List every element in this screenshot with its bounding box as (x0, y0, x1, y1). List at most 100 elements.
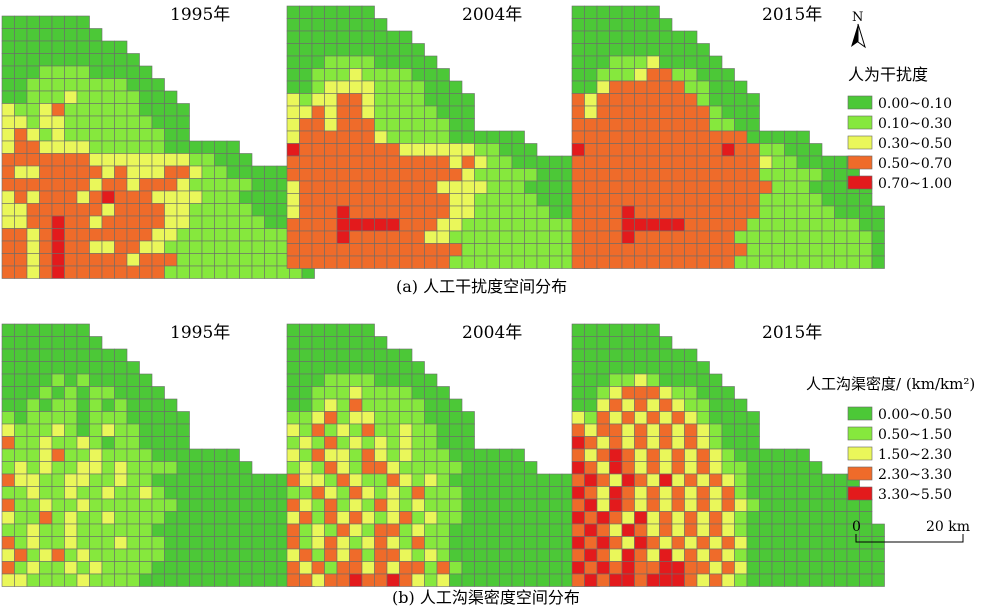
grid-cell (39, 386, 53, 400)
grid-cell (324, 548, 338, 562)
grid-cell (399, 373, 413, 387)
grid-cell (499, 523, 513, 537)
grid-cell (449, 143, 463, 157)
grid-cell (374, 143, 388, 157)
grid-cell (696, 55, 710, 69)
grid-cell (684, 205, 698, 219)
grid-cell (399, 473, 413, 487)
grid-cell (399, 411, 413, 425)
grid-cell (324, 461, 338, 475)
grid-cell (609, 486, 623, 500)
grid-cell (239, 573, 253, 587)
grid-cell (239, 461, 253, 475)
grid-cell (709, 155, 723, 169)
grid-cell (696, 386, 710, 400)
grid-cell (349, 436, 363, 450)
grid-cell (846, 255, 860, 269)
grid-cell (176, 423, 190, 437)
grid-cell (299, 423, 313, 437)
grid-cell (139, 65, 153, 79)
grid-cell (549, 573, 563, 587)
grid-cell (64, 423, 78, 437)
grid-cell (64, 153, 78, 167)
grid-cell (571, 323, 585, 337)
grid-cell (474, 130, 488, 144)
grid-cell (596, 105, 610, 119)
grid-cell (846, 193, 860, 207)
grid-cell (361, 448, 375, 462)
grid-cell (871, 243, 885, 257)
grid-cell (424, 218, 438, 232)
grid-cell (1, 423, 15, 437)
grid-cell (721, 573, 735, 587)
grid-cell (64, 203, 78, 217)
grid-cell (151, 448, 165, 462)
grid-cell (746, 523, 760, 537)
grid-cell (449, 230, 463, 244)
grid-cell (26, 498, 40, 512)
grid-cell (286, 230, 300, 244)
grid-cell (101, 78, 115, 92)
grid-cell (796, 255, 810, 269)
grid-cell (784, 561, 798, 575)
grid-cell (89, 461, 103, 475)
grid-cell (424, 523, 438, 537)
grid-cell (746, 105, 760, 119)
grid-cell (139, 115, 153, 129)
grid-cell (1, 461, 15, 475)
grid-cell (151, 411, 165, 425)
grid-cell (239, 498, 253, 512)
grid-cell (64, 253, 78, 267)
grid-cell (721, 255, 735, 269)
grid-cell (646, 523, 660, 537)
grid-cell (436, 486, 450, 500)
grid-cell (871, 218, 885, 232)
grid-cell (26, 240, 40, 254)
grid-cell (646, 30, 660, 44)
grid-cell (659, 205, 673, 219)
grid-cell (474, 255, 488, 269)
grid-cell (746, 205, 760, 219)
grid-cell (449, 423, 463, 437)
grid-cell (64, 178, 78, 192)
grid-cell (311, 323, 325, 337)
grid-cell (114, 348, 128, 362)
grid-cell (621, 373, 635, 387)
grid-cell (596, 155, 610, 169)
grid-cell (834, 548, 848, 562)
grid-cell (424, 473, 438, 487)
grid-cell (139, 498, 153, 512)
grid-cell (609, 55, 623, 69)
grid-cell (709, 486, 723, 500)
grid-cell (634, 180, 648, 194)
grid-cell (584, 498, 598, 512)
grid-cell (164, 511, 178, 525)
grid-cell (659, 93, 673, 107)
grid-cell (671, 218, 685, 232)
grid-cell (859, 561, 873, 575)
grid-cell (51, 473, 65, 487)
grid-cell (164, 165, 178, 179)
grid-cell (734, 93, 748, 107)
grid-cell (584, 336, 598, 350)
grid-cell (51, 548, 65, 562)
grid-cell (114, 573, 128, 587)
grid-cell (684, 243, 698, 257)
grid-cell (76, 336, 90, 350)
grid-cell (449, 486, 463, 500)
grid-cell (821, 573, 835, 587)
grid-cell (411, 398, 425, 412)
grid-cell (324, 373, 338, 387)
grid-cell (796, 473, 810, 487)
grid-cell (126, 190, 140, 204)
grid-cell (784, 511, 798, 525)
grid-cell (386, 548, 400, 562)
grid-cell (436, 461, 450, 475)
grid-cell (696, 561, 710, 575)
grid-cell (386, 43, 400, 57)
grid-cell (684, 168, 698, 182)
grid-cell (361, 30, 375, 44)
grid-cell (39, 265, 53, 279)
grid-cell (336, 80, 350, 94)
grid-cell (64, 373, 78, 387)
